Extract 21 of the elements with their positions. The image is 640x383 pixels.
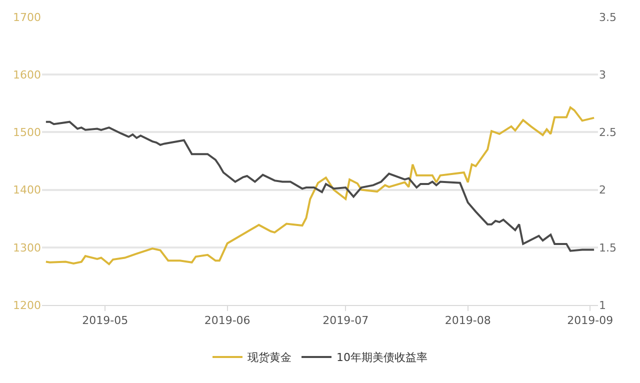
line-series [44,106,596,266]
x-tick-label: 2019-05 [82,314,128,328]
legend-label: 10年期美债收益率 [336,351,428,364]
y-tick-label: 1600 [13,68,41,82]
y2-tick-label: 2 [599,184,606,197]
y2-tick-label: 1.5 [599,241,616,254]
y-tick-label: 1500 [13,126,41,140]
y-tick-label: 1200 [13,298,41,312]
y-tick-label: 1400 [13,184,41,197]
y2-tick-label: 3.5 [599,10,616,24]
y2-tick-label: 2.5 [599,126,616,140]
line-series [44,120,596,252]
y-tick-label: 1300 [13,241,41,254]
y2-tick-label: 1 [599,298,606,312]
x-tick-label: 2019-09 [567,314,614,328]
y-tick-label: 1700 [13,10,41,24]
x-tick-label: 2019-07 [322,314,369,328]
x-tick-label: 2019-06 [204,314,250,328]
legend-label: 现货黄金 [248,351,292,364]
x-tick-label: 2019-08 [444,314,491,328]
y2-tick-label: 3 [599,68,606,82]
